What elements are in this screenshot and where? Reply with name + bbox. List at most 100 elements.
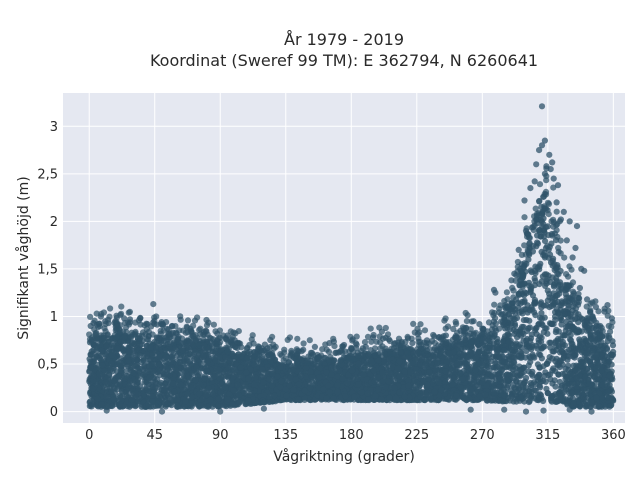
data-point [328,371,335,378]
data-point [446,350,453,357]
data-point [234,381,241,388]
data-point [193,364,200,371]
data-point [538,355,546,362]
data-point [201,375,208,382]
data-point [534,345,541,352]
data-point [181,364,188,371]
data-point [162,354,169,361]
data-point [457,370,464,377]
data-point [260,379,267,386]
data-point [325,382,332,389]
data-point [558,321,565,328]
data-point [168,402,175,409]
data-point [532,327,539,334]
data-point [224,396,231,403]
data-point [527,354,534,361]
data-point [135,376,142,383]
data-point [523,290,530,297]
data-point [515,290,522,297]
data-point [539,273,547,280]
data-point [505,353,512,360]
data-point [450,374,457,382]
data-point [564,356,571,363]
data-point [504,331,511,338]
data-point [490,384,497,391]
data-point [392,395,400,402]
data-point [372,392,379,400]
data-point [488,373,496,380]
data-point [522,306,530,313]
data-point [503,376,510,383]
data-point [146,363,153,370]
data-point [266,376,273,383]
data-point [532,267,539,275]
data-point [482,355,489,362]
data-point [386,394,393,402]
data-point [125,357,132,364]
data-point [567,381,575,388]
data-point [510,326,517,333]
data-point [427,394,434,401]
data-point [365,396,372,403]
data-point [609,396,616,404]
data-point [521,297,528,304]
data-point [387,370,394,377]
data-point [563,379,570,386]
data-point [500,386,507,394]
data-point [214,403,222,410]
data-point [552,316,559,323]
data-point [442,378,449,385]
data-point [171,388,178,395]
data-point [521,398,528,405]
data-point [565,329,572,336]
data-point [230,373,237,380]
data-point [204,357,212,364]
data-point [499,398,506,405]
data-point [107,366,114,373]
data-point [598,367,605,374]
data-point [551,295,559,302]
data-point [196,371,203,378]
data-point [235,391,242,398]
data-point [542,238,549,245]
data-point [171,396,178,403]
data-point [459,376,466,383]
data-point [156,361,163,368]
data-point [528,304,535,311]
data-point [181,355,188,362]
data-point [153,344,160,351]
data-point [532,277,539,284]
data-point [546,294,553,301]
data-point [573,328,580,335]
data-point [552,358,559,365]
data-point [534,239,541,246]
data-point [501,358,508,365]
data-point [558,298,565,305]
data-point [86,403,93,410]
data-point [98,362,106,369]
data-point [603,346,611,353]
data-point [531,296,539,304]
data-point [544,390,552,397]
data-point [98,347,105,355]
data-point [96,341,103,348]
data-point [536,384,544,391]
data-point [579,340,586,348]
data-point [525,399,533,406]
data-point [479,373,486,380]
data-point [401,362,408,369]
data-point [114,345,121,352]
data-point [591,381,598,388]
data-point [528,382,535,389]
data-point [582,373,589,380]
data-point [569,395,576,402]
data-point [394,365,401,372]
data-point [462,360,469,367]
data-point [493,345,501,353]
data-point [96,370,103,377]
data-point [515,304,522,311]
data-point [523,374,530,382]
data-point [259,366,266,373]
data-point [568,340,575,347]
data-point [496,354,503,361]
